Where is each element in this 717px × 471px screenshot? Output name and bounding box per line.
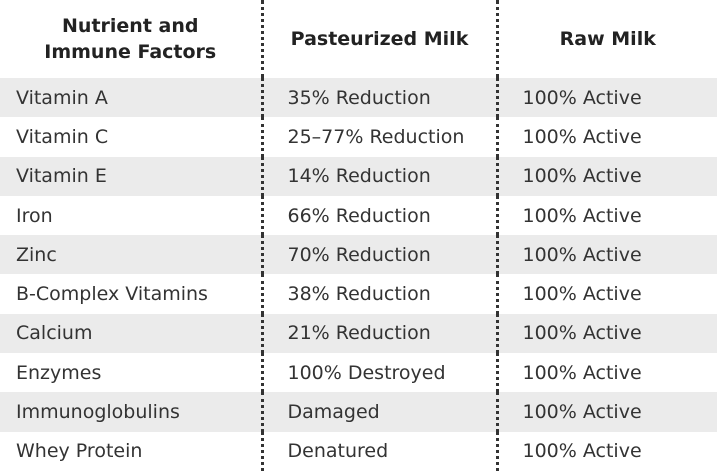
- table-cell: 100% Active: [495, 431, 717, 471]
- table-cell: 100% Active: [495, 235, 717, 275]
- table-cell: 38% Reduction: [260, 274, 497, 314]
- table-cell: Immunoglobulins: [0, 392, 262, 432]
- table-cell: 70% Reduction: [260, 235, 497, 275]
- table-cell: Vitamin E: [0, 156, 262, 196]
- table-row: Vitamin C 25–77% Reduction 100% Active: [0, 117, 717, 157]
- table-row: Zinc 70% Reduction 100% Active: [0, 235, 717, 275]
- table-cell: 100% Active: [495, 156, 717, 196]
- table-cell: Denatured: [260, 431, 497, 471]
- header-cell: Nutrient and Immune Factors: [0, 0, 262, 78]
- table-row: Enzymes 100% Destroyed 100% Active: [0, 353, 717, 393]
- table-cell: Calcium: [0, 313, 262, 354]
- table-cell: 25–77% Reduction: [260, 117, 497, 157]
- table-cell: 35% Reduction: [260, 78, 497, 118]
- table-cell: 100% Active: [495, 117, 717, 157]
- header-cell: Raw Milk: [495, 0, 717, 78]
- table-cell: 100% Destroyed: [260, 353, 497, 393]
- table-cell: 100% Active: [495, 313, 717, 354]
- table-cell: Damaged: [260, 392, 497, 432]
- table-cell: 100% Active: [495, 78, 717, 118]
- table-row: Immunoglobulins Damaged 100% Active: [0, 392, 717, 432]
- table-cell: 100% Active: [495, 353, 717, 393]
- table-cell: 100% Active: [495, 274, 717, 314]
- table-cell: 66% Reduction: [260, 195, 497, 236]
- table-cell: B-Complex Vitamins: [16, 283, 208, 306]
- table-cell: 100% Active: [495, 195, 717, 236]
- table-cell: Zinc: [0, 235, 262, 275]
- table-cell: Vitamin A: [0, 78, 262, 118]
- table-cell: Whey Protein: [16, 440, 143, 463]
- header-text: Nutrient and Immune Factors: [44, 15, 217, 63]
- table-row: Whey Protein Denatured 100% Active: [0, 431, 717, 471]
- table-cell: 21% Reduction: [260, 313, 497, 354]
- table-row: Iron 66% Reduction 100% Active: [0, 195, 717, 236]
- table-row: B-Complex Vitamins 38% Reduction 100% Acti…: [0, 274, 717, 314]
- table-cell: 14% Reduction: [260, 156, 497, 196]
- header-cell: Pasteurized Milk: [260, 0, 497, 78]
- header-row: Nutrient and Immune Factors Pasteurized …: [0, 0, 717, 78]
- table-row: Calcium 21% Reduction 100% Active: [0, 313, 717, 354]
- table-cell: Enzymes: [16, 361, 102, 384]
- table-cell: Vitamin C: [16, 125, 109, 148]
- table-cell: 100% Active: [495, 392, 717, 432]
- table-row: Vitamin A 35% Reduction 100% Active: [0, 78, 717, 118]
- table-cell: Iron: [16, 204, 53, 227]
- table-row: Vitamin E 14% Reduction 100% Active: [0, 156, 717, 196]
